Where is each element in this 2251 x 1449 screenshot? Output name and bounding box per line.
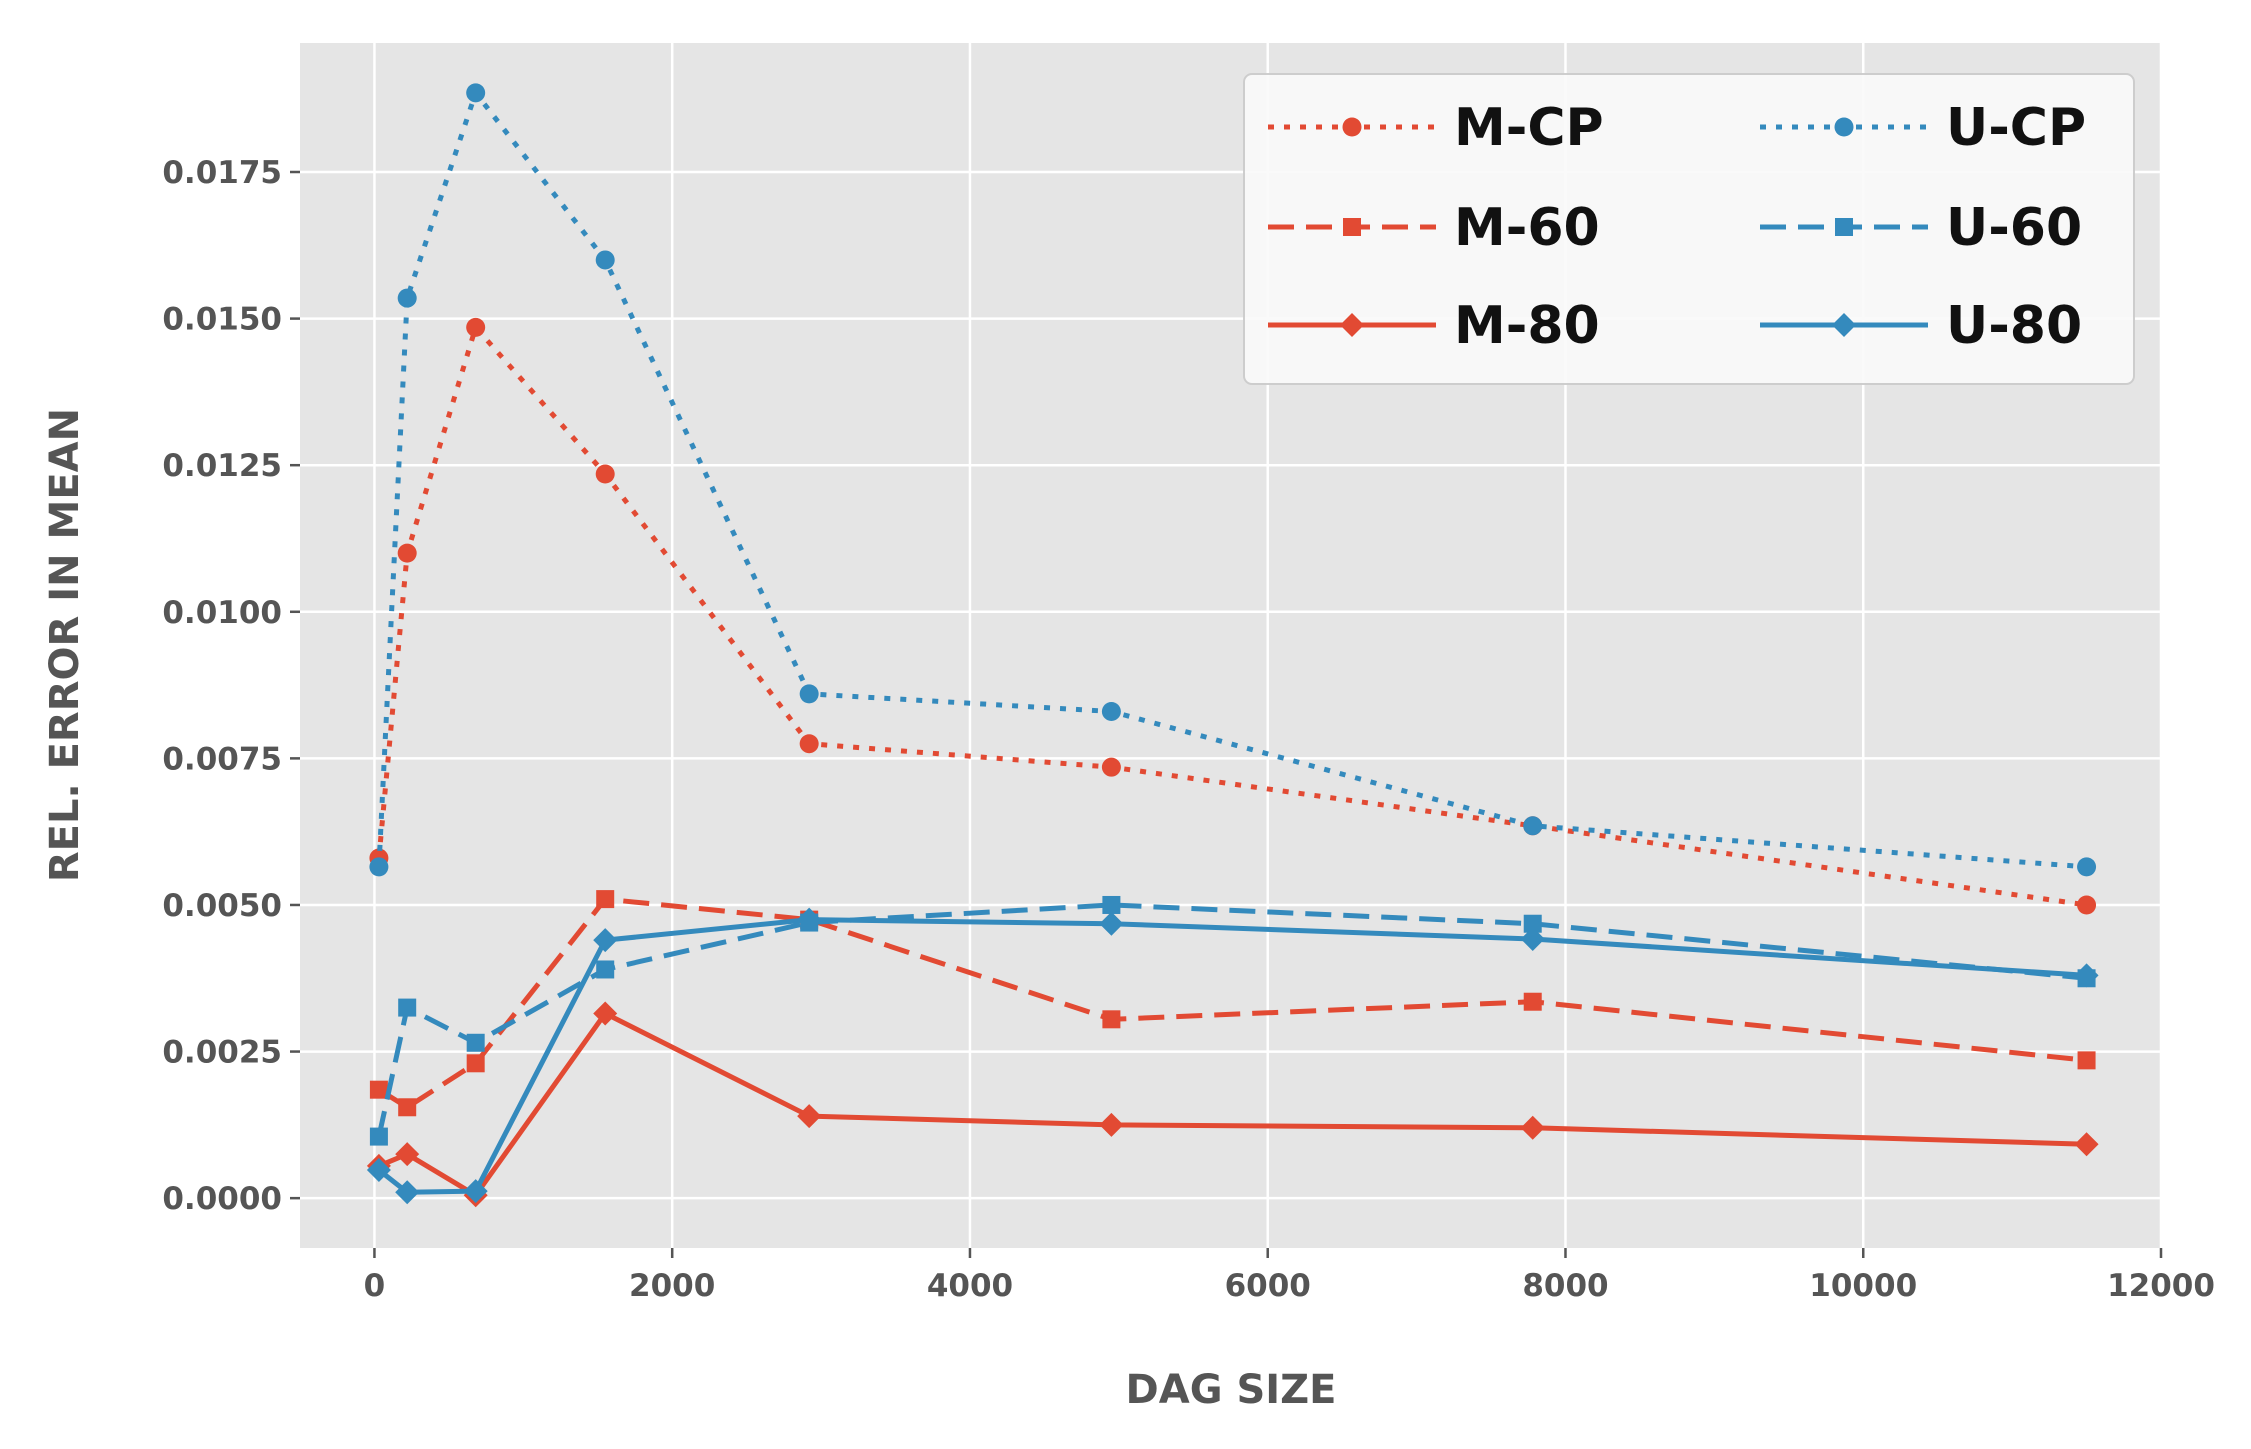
data-point-u-60: [1102, 895, 1121, 914]
legend-label-m-80: M-80: [1454, 296, 1600, 356]
data-point-u-cp: [799, 684, 819, 704]
series-line-m-80: [377, 1010, 2087, 1198]
y-axis-label: REL. ERROR IN MEAN: [42, 408, 88, 882]
data-point-u-60: [398, 998, 417, 1017]
x-tick-label: 8000: [1522, 1268, 1608, 1304]
data-point-u-80: [593, 928, 618, 953]
series-m-80: [366, 1001, 2099, 1208]
data-point-m-cp: [2077, 895, 2097, 915]
y-tick-label: 0.0000: [162, 1181, 282, 1217]
y-tick-label: 0.0050: [162, 888, 282, 924]
x-tick-label: 10000: [1809, 1268, 1917, 1304]
legend-item-u-cp: U-CP: [1760, 98, 2086, 158]
legend-label-u-cp: U-CP: [1946, 98, 2086, 158]
y-tick-label: 0.0175: [162, 155, 282, 191]
data-point-m-60: [1523, 992, 1542, 1011]
x-axis-label: DAG SIZE: [1126, 1367, 1337, 1413]
data-point-u-cp: [595, 250, 615, 270]
data-point-u-80: [366, 1158, 391, 1183]
data-point-u-cp: [466, 83, 486, 103]
data-point-u-cp: [2077, 857, 2097, 877]
data-point-m-80: [2074, 1132, 2099, 1157]
legend-item-m-cp: M-CP: [1268, 98, 1604, 158]
x-tick-label: 2000: [629, 1268, 715, 1304]
data-point-u-80: [2074, 963, 2099, 988]
x-tick-label: 6000: [1225, 1268, 1311, 1304]
series-line-m-60: [377, 896, 2087, 1110]
data-point-m-60: [2077, 1051, 2096, 1070]
data-point-m-80: [797, 1104, 822, 1129]
x-axis: 0 2000 4000 6000 8000 10000 12000: [364, 1248, 2215, 1304]
y-tick-label: 0.0125: [162, 448, 282, 484]
data-point-u-60: [369, 1127, 388, 1146]
data-point-m-60: [1102, 1010, 1121, 1029]
data-point-u-80: [463, 1179, 488, 1204]
data-point-u-60: [466, 1033, 485, 1052]
data-point-m-cp: [397, 543, 417, 563]
legend-item-m-60: M-60: [1268, 198, 1600, 258]
y-tick-label: 0.0025: [162, 1035, 282, 1071]
series-m-60: [369, 890, 2096, 1117]
x-tick-label: 12000: [2107, 1268, 2215, 1304]
legend-box: [1243, 73, 2135, 385]
data-point-m-60: [466, 1054, 485, 1073]
data-point-m-60: [596, 890, 615, 909]
legend-marker-u-80: [1832, 313, 1856, 337]
y-tick-label: 0.0075: [162, 741, 282, 777]
legend: M-CP M-60 M-80 U-CP U-60 U-80: [1243, 73, 2135, 385]
legend-label-m-cp: M-CP: [1454, 98, 1604, 158]
legend-marker-m-60: [1343, 218, 1361, 236]
data-point-u-60: [1523, 914, 1542, 933]
y-tick-label: 0.0150: [162, 302, 282, 338]
x-tick-label: 0: [364, 1268, 386, 1304]
data-point-u-cp: [397, 288, 417, 308]
series-line-u-cp: [376, 90, 2087, 870]
y-tick-label: 0.0100: [162, 595, 282, 631]
x-tick-label: 4000: [927, 1268, 1013, 1304]
data-point-m-cp: [466, 317, 486, 337]
legend-item-m-80: M-80: [1268, 296, 1600, 356]
series-u-80: [366, 907, 2099, 1205]
y-axis: 0.0000 0.0025 0.0050 0.0075 0.0100 0.0125 0.01…: [162, 155, 300, 1217]
legend-marker-m-cp: [1342, 117, 1362, 137]
legend-item-u-60: U-60: [1760, 198, 2082, 258]
series-line-u-60: [376, 902, 2087, 1138]
legend-marker-u-cp: [1834, 117, 1854, 137]
data-point-u-cp: [1101, 701, 1121, 721]
data-point-m-80: [1099, 1112, 1124, 1137]
data-point-u-80: [797, 907, 822, 932]
data-point-u-cp: [1523, 816, 1543, 836]
data-point-u-80: [1099, 911, 1124, 936]
data-point-u-80: [395, 1180, 420, 1205]
data-point-m-60: [398, 1098, 417, 1117]
data-point-m-cp: [1101, 757, 1121, 777]
grid: [300, 43, 2163, 1248]
data-point-m-80: [395, 1142, 420, 1167]
data-point-m-80: [1520, 1115, 1545, 1140]
series-layer: [366, 83, 2099, 1208]
data-point-m-60: [369, 1080, 388, 1099]
legend-label-m-60: M-60: [1454, 198, 1600, 258]
data-point-u-80: [1520, 926, 1545, 951]
series-u-cp: [369, 83, 2097, 877]
data-point-u-60: [596, 960, 615, 979]
legend-label-u-80: U-80: [1946, 296, 2082, 356]
data-point-u-cp: [369, 857, 389, 877]
data-point-m-80: [593, 1001, 618, 1026]
data-point-m-cp: [595, 464, 615, 484]
data-point-m-cp: [799, 734, 819, 754]
legend-marker-u-60: [1835, 218, 1853, 236]
legend-marker-m-80: [1340, 313, 1364, 337]
legend-label-u-60: U-60: [1946, 198, 2082, 258]
legend-item-u-80: U-80: [1760, 296, 2082, 356]
series-line-m-cp: [376, 324, 2087, 908]
